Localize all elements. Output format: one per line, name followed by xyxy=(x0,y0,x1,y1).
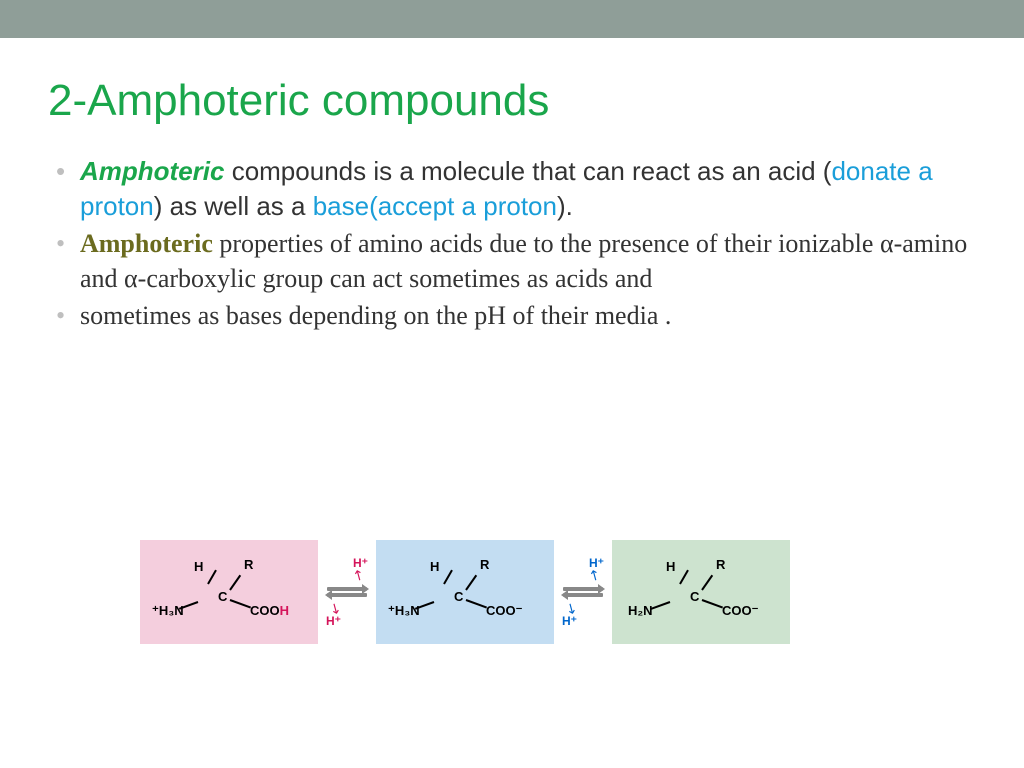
species-zwitterion-panel: C H R ⁺H₃N COO⁻ xyxy=(376,540,554,644)
bullet-3: sometimes as bases depending on the pH o… xyxy=(56,298,976,333)
molecule-zwitterion: C H R ⁺H₃N COO⁻ xyxy=(390,547,540,637)
text: compounds is a molecule that can react a… xyxy=(224,156,831,186)
slide-body: 2-Amphoteric compounds Amphoteric compou… xyxy=(0,38,1024,333)
text: ). xyxy=(557,191,573,221)
amino-label: ⁺H₃N xyxy=(388,603,420,619)
amino-label: H₂N xyxy=(628,603,653,618)
equilibrium-arrow-1: H⁺ ↗ ↗ H⁺ xyxy=(324,552,370,632)
proton-joining-icon: H⁺ xyxy=(326,614,341,628)
amino-acid-equilibrium-diagram: C H R ⁺H₃N COOH H⁺ ↗ ↗ H⁺ C H R ⁺H₃N xyxy=(140,540,790,644)
h-label: H xyxy=(194,559,203,574)
molecule-anion: C H R H₂N COO⁻ xyxy=(626,547,776,637)
r-label: R xyxy=(244,557,253,572)
keyword-amphoteric-2: Amphoteric xyxy=(80,229,213,258)
slide-title: 2-Amphoteric compounds xyxy=(48,76,976,126)
text: sometimes as bases depending on the pH o… xyxy=(80,301,671,330)
carbon-label: C xyxy=(218,589,227,604)
top-bar xyxy=(0,0,1024,38)
species-cation-panel: C H R ⁺H₃N COOH xyxy=(140,540,318,644)
equilibrium-arrow-2: H⁺ ↗ ↗ H⁺ xyxy=(560,552,606,632)
phrase-accept-proton: base(accept a proton xyxy=(313,191,557,221)
carboxyl-label: COOH xyxy=(250,603,289,618)
carbon-label: C xyxy=(454,589,463,604)
carbon-label: C xyxy=(690,589,699,604)
species-anion-panel: C H R H₂N COO⁻ xyxy=(612,540,790,644)
carboxyl-label: COO⁻ xyxy=(486,603,522,619)
keyword-amphoteric: Amphoteric xyxy=(80,156,224,186)
text: ) as well as a xyxy=(154,191,313,221)
bullet-1: Amphoteric compounds is a molecule that … xyxy=(56,154,976,224)
text: properties of amino acids due to the pre… xyxy=(80,229,967,293)
bullet-list: Amphoteric compounds is a molecule that … xyxy=(48,154,976,333)
r-label: R xyxy=(716,557,725,572)
r-label: R xyxy=(480,557,489,572)
carboxyl-label: COO⁻ xyxy=(722,603,758,619)
h-label: H xyxy=(666,559,675,574)
h-label: H xyxy=(430,559,439,574)
bullet-2: Amphoteric properties of amino acids due… xyxy=(56,226,976,296)
molecule-cation: C H R ⁺H₃N COOH xyxy=(154,547,304,637)
proton-joining-icon: H⁺ xyxy=(562,614,577,628)
amino-label: ⁺H₃N xyxy=(152,603,184,619)
